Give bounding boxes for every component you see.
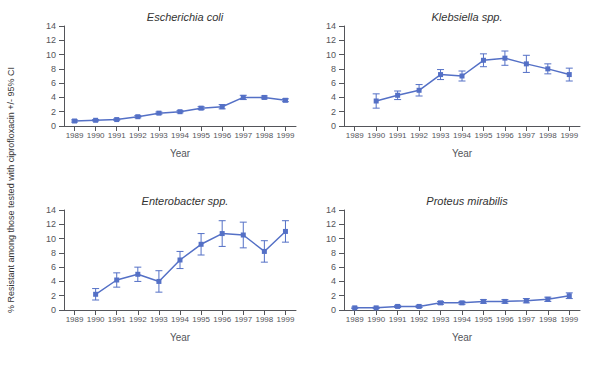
svg-text:6: 6 — [331, 262, 336, 272]
svg-text:Year: Year — [170, 332, 191, 343]
svg-text:1997: 1997 — [234, 131, 252, 140]
svg-text:1997: 1997 — [234, 315, 252, 324]
svg-text:0: 0 — [51, 121, 56, 131]
svg-text:8: 8 — [331, 248, 336, 258]
svg-text:1989: 1989 — [346, 315, 364, 324]
svg-text:1995: 1995 — [192, 131, 210, 140]
svg-text:Klebsiella spp.: Klebsiella spp. — [432, 11, 503, 23]
svg-text:10: 10 — [326, 50, 336, 60]
svg-text:1994: 1994 — [453, 131, 471, 140]
svg-text:4: 4 — [51, 92, 56, 102]
svg-text:4: 4 — [51, 276, 56, 286]
svg-text:4: 4 — [331, 276, 336, 286]
svg-text:1990: 1990 — [87, 131, 105, 140]
svg-text:6: 6 — [331, 78, 336, 88]
svg-text:10: 10 — [326, 234, 336, 244]
svg-text:8: 8 — [51, 248, 56, 258]
svg-text:Proteus mirabilis: Proteus mirabilis — [426, 195, 508, 207]
svg-text:1998: 1998 — [539, 131, 557, 140]
svg-text:14: 14 — [46, 205, 56, 215]
svg-text:1994: 1994 — [171, 131, 189, 140]
svg-text:Year: Year — [170, 148, 191, 159]
svg-text:12: 12 — [46, 35, 56, 45]
svg-text:1989: 1989 — [66, 131, 84, 140]
svg-text:2: 2 — [331, 291, 336, 301]
svg-text:10: 10 — [46, 234, 56, 244]
svg-text:1992: 1992 — [129, 131, 147, 140]
svg-text:2: 2 — [51, 291, 56, 301]
svg-text:14: 14 — [326, 205, 336, 215]
svg-text:1999: 1999 — [560, 315, 578, 324]
svg-text:1991: 1991 — [389, 131, 407, 140]
svg-text:1990: 1990 — [87, 315, 105, 324]
svg-text:1999: 1999 — [277, 315, 295, 324]
svg-text:1994: 1994 — [171, 315, 189, 324]
svg-text:1996: 1996 — [496, 131, 514, 140]
svg-text:6: 6 — [51, 262, 56, 272]
svg-text:1998: 1998 — [539, 315, 557, 324]
svg-text:8: 8 — [51, 64, 56, 74]
svg-text:% Resistant among those tested: % Resistant among those tested with cipr… — [6, 67, 16, 313]
svg-text:1998: 1998 — [255, 315, 273, 324]
svg-text:Year: Year — [452, 332, 473, 343]
svg-text:1998: 1998 — [255, 131, 273, 140]
svg-text:12: 12 — [46, 219, 56, 229]
svg-text:1996: 1996 — [213, 131, 231, 140]
svg-text:1992: 1992 — [410, 131, 428, 140]
svg-text:2: 2 — [331, 107, 336, 117]
svg-text:1997: 1997 — [517, 131, 535, 140]
svg-text:14: 14 — [46, 21, 56, 31]
svg-text:1996: 1996 — [213, 315, 231, 324]
svg-text:1995: 1995 — [475, 131, 493, 140]
svg-text:1990: 1990 — [367, 315, 385, 324]
svg-text:1993: 1993 — [432, 131, 450, 140]
svg-text:1991: 1991 — [389, 315, 407, 324]
svg-text:0: 0 — [331, 121, 336, 131]
svg-text:1995: 1995 — [475, 315, 493, 324]
svg-text:1989: 1989 — [66, 315, 84, 324]
svg-text:1995: 1995 — [192, 315, 210, 324]
svg-text:1997: 1997 — [517, 315, 535, 324]
svg-text:10: 10 — [46, 50, 56, 60]
svg-text:2: 2 — [51, 107, 56, 117]
svg-text:1992: 1992 — [410, 315, 428, 324]
svg-text:1989: 1989 — [346, 131, 364, 140]
svg-text:0: 0 — [51, 305, 56, 315]
svg-text:1999: 1999 — [560, 131, 578, 140]
svg-text:4: 4 — [331, 92, 336, 102]
svg-text:6: 6 — [51, 78, 56, 88]
svg-text:Year: Year — [452, 148, 473, 159]
svg-text:1993: 1993 — [432, 315, 450, 324]
svg-text:12: 12 — [326, 219, 336, 229]
svg-text:1991: 1991 — [108, 131, 126, 140]
svg-text:1999: 1999 — [277, 131, 295, 140]
svg-text:1991: 1991 — [108, 315, 126, 324]
svg-text:Enterobacter spp.: Enterobacter spp. — [142, 195, 229, 207]
svg-text:0: 0 — [331, 305, 336, 315]
svg-text:12: 12 — [326, 35, 336, 45]
svg-text:1996: 1996 — [496, 315, 514, 324]
svg-text:1990: 1990 — [367, 131, 385, 140]
svg-text:1993: 1993 — [150, 315, 168, 324]
svg-text:1994: 1994 — [453, 315, 471, 324]
svg-text:1992: 1992 — [129, 315, 147, 324]
svg-text:8: 8 — [331, 64, 336, 74]
svg-text:Escherichia coli: Escherichia coli — [147, 11, 224, 23]
svg-text:14: 14 — [326, 21, 336, 31]
svg-text:1993: 1993 — [150, 131, 168, 140]
